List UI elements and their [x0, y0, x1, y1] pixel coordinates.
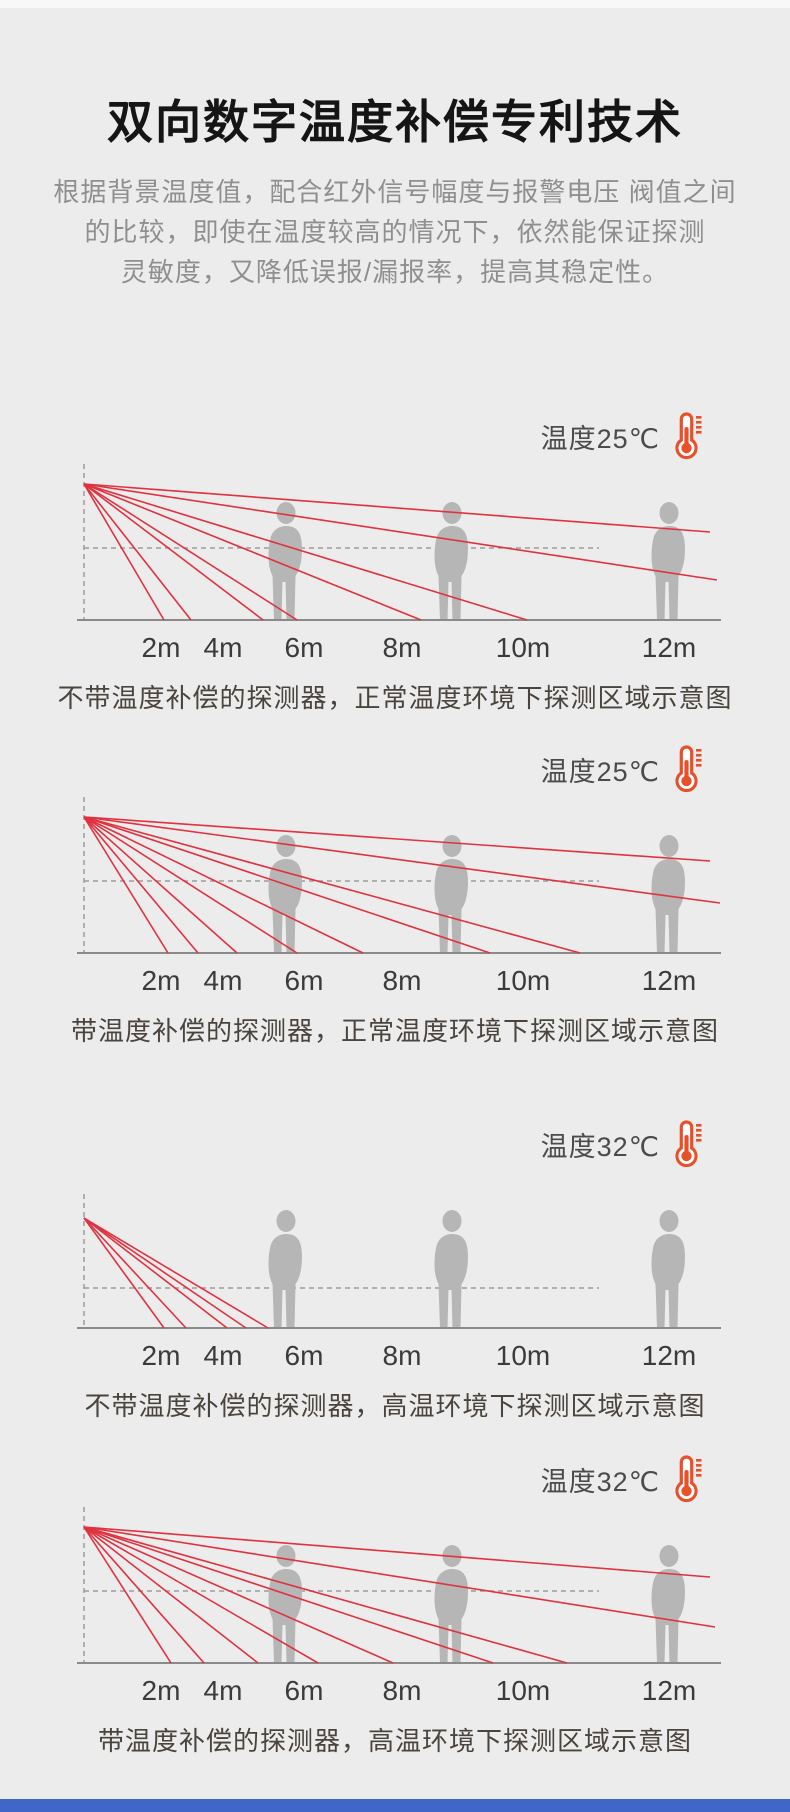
axis-tick-label: 6m	[284, 1340, 324, 1371]
detection-beam	[83, 1526, 319, 1664]
description: 根据背景温度值，配合红外信号幅度与报警电压 阀值之间 的比较，即使在温度较高的情…	[0, 172, 790, 292]
detection-beam	[83, 816, 199, 954]
person-silhouette	[434, 1210, 468, 1328]
diagram-caption: 不带温度补偿的探测器，正常温度环境下探测区域示意图	[57, 683, 733, 713]
detection-beam	[83, 816, 238, 954]
temperature-row: 温度32℃	[65, 1118, 725, 1170]
temperature-row: 温度25℃	[65, 410, 725, 462]
temperature-label: 温度32℃	[540, 1131, 660, 1162]
axis-tick-label: 4m	[203, 632, 243, 663]
detection-zone-chart	[77, 1507, 721, 1664]
detection-beam	[83, 816, 711, 862]
diagram-caption: 带温度补偿的探测器，高温环境下探测区域示意图	[97, 1726, 692, 1756]
detection-beam	[83, 1526, 205, 1664]
person-silhouette	[434, 502, 468, 620]
diagram-caption: 不带温度补偿的探测器，高温环境下探测区域示意图	[84, 1391, 706, 1421]
axis-tick-label: 4m	[203, 965, 243, 996]
axis-tick-label: 10m	[495, 1675, 551, 1706]
detection-beam	[83, 816, 169, 954]
detection-beam	[83, 1526, 259, 1664]
temperature-row: 温度25℃	[65, 743, 725, 795]
detection-beam	[83, 483, 718, 581]
diagram-no-compensation-normal-temp: 温度25℃ 2m 4m 6m 8m 10m 12m 不带温度补偿的探测器，正常温度环境下探…	[0, 410, 790, 715]
person-silhouette	[651, 1210, 685, 1328]
detection-beam	[83, 1217, 165, 1329]
top-strip	[0, 0, 790, 8]
temperature-label: 温度25℃	[540, 423, 660, 454]
detection-beam	[83, 1217, 269, 1329]
detection-beam	[83, 483, 192, 621]
temperature-label: 温度25℃	[540, 756, 660, 787]
page-header: 双向数字温度补偿专利技术 根据背景温度值，配合红外信号幅度与报警电压 阀值之间 …	[0, 86, 790, 292]
detection-beam	[83, 1526, 568, 1664]
detection-beam	[83, 1526, 711, 1578]
detection-beam	[83, 1526, 394, 1664]
axis-tick-label: 12m	[641, 965, 697, 996]
detection-beam	[83, 1526, 172, 1664]
axis-tick-label: 12m	[641, 632, 697, 663]
detection-beam	[83, 483, 165, 621]
person-silhouette	[268, 835, 302, 953]
axis-tick-label: 10m	[495, 965, 551, 996]
thermometer-icon	[675, 1455, 704, 1503]
person-silhouette	[268, 1545, 302, 1663]
axis-tick-label: 4m	[203, 1340, 243, 1371]
detection-beam	[83, 816, 491, 954]
detection-beam	[83, 483, 264, 621]
detection-beam	[83, 1217, 247, 1329]
diagram-caption: 带温度补偿的探测器，正常温度环境下探测区域示意图	[70, 1016, 719, 1046]
axis-labels: 2m 4m 6m 8m 10m 12m	[65, 963, 725, 1003]
axis-tick-label: 2m	[141, 632, 181, 663]
detection-beam	[83, 1217, 228, 1329]
person-silhouette	[651, 502, 685, 620]
axis-tick-label: 8m	[382, 965, 422, 996]
diagram-with-compensation-high-temp: 温度32℃ 2m 4m 6m 8m 10m 12m 带温度补偿的探测器，高温环境下探测区域…	[0, 1453, 790, 1758]
axis-labels: 2m 4m 6m 8m 10m 12m	[65, 630, 725, 670]
detection-beam	[83, 816, 364, 954]
axis-tick-label: 2m	[141, 1675, 181, 1706]
thermometer-icon	[675, 1120, 704, 1168]
person-silhouette	[268, 1210, 302, 1328]
page-title: 双向数字温度补偿专利技术	[107, 96, 683, 148]
bottom-blue-bar	[0, 1799, 790, 1812]
thermometer-icon	[675, 745, 704, 793]
diagram-no-compensation-high-temp: 温度32℃ 2m 4m 6m 8m 10m 12m 不带温度补偿的探测器，高温环境下探测区…	[0, 1118, 790, 1423]
person-silhouette	[651, 1545, 685, 1663]
axis-tick-label: 12m	[641, 1340, 697, 1371]
axis-labels: 2m 4m 6m 8m 10m 12m	[65, 1338, 725, 1378]
detection-beam	[83, 483, 528, 621]
axis-tick-label: 6m	[284, 965, 324, 996]
axis-tick-label: 10m	[495, 632, 551, 663]
description-line: 灵敏度，又降低误报/漏报率，提高其稳定性。	[120, 257, 670, 287]
detection-beam	[83, 1526, 494, 1664]
axis-labels: 2m 4m 6m 8m 10m 12m	[65, 1673, 725, 1713]
detection-beam	[83, 1217, 187, 1329]
detection-zone-chart	[77, 797, 721, 954]
description-line: 的比较，即使在温度较高的情况下，依然能保证探测	[84, 217, 706, 247]
axis-tick-label: 4m	[203, 1675, 243, 1706]
detection-zone-chart	[77, 1194, 721, 1329]
temperature-row: 温度32℃	[65, 1453, 725, 1505]
description-line: 根据背景温度值，配合红外信号幅度与报警电压 阀值之间	[53, 177, 737, 207]
detection-beam	[83, 483, 711, 533]
detection-beam	[83, 1526, 716, 1628]
axis-tick-label: 8m	[382, 632, 422, 663]
axis-tick-label: 2m	[141, 965, 181, 996]
axis-tick-label: 6m	[284, 1675, 324, 1706]
detection-beam	[83, 483, 422, 621]
detection-beam	[83, 816, 581, 954]
axis-tick-label: 8m	[382, 1675, 422, 1706]
axis-tick-label: 8m	[382, 1340, 422, 1371]
thermometer-icon	[675, 412, 704, 460]
axis-tick-label: 12m	[641, 1675, 697, 1706]
detection-zone-chart	[77, 464, 721, 621]
detection-beam	[83, 483, 298, 621]
detection-beam	[83, 816, 298, 954]
temperature-label: 温度32℃	[540, 1466, 660, 1497]
axis-tick-label: 10m	[495, 1340, 551, 1371]
axis-tick-label: 6m	[284, 632, 324, 663]
diagram-with-compensation-normal-temp: 温度25℃ 2m 4m 6m 8m 10m 12m 带温度补偿的探测器，正常温度环境下探测…	[0, 743, 790, 1048]
detection-beam	[83, 816, 721, 904]
axis-tick-label: 2m	[141, 1340, 181, 1371]
